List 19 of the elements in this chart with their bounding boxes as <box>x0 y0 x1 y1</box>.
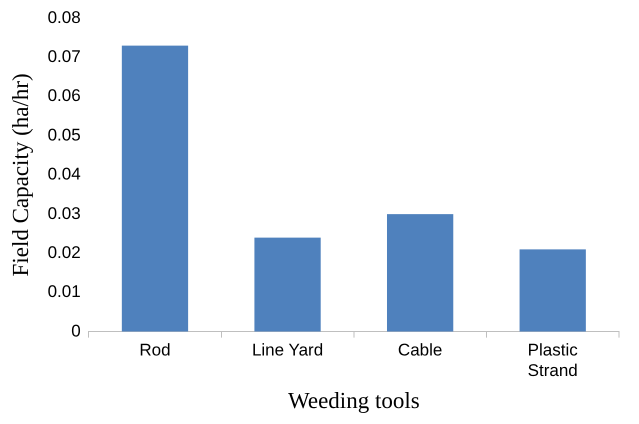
y-tick-label: 0 <box>71 321 81 340</box>
y-tick-label: 0.07 <box>48 47 81 66</box>
bar <box>122 46 188 332</box>
y-axis-title: Field Capacity (ha/hr) <box>8 73 33 276</box>
bar <box>254 238 321 332</box>
x-tick-label: Cable <box>398 340 442 360</box>
y-tick-label: 0.05 <box>48 125 81 144</box>
y-tick-label: 0.02 <box>48 242 81 262</box>
y-tick-label: 0.08 <box>48 8 81 27</box>
x-tick-label: Plastic Strand <box>528 340 578 380</box>
y-tick-label: 0.04 <box>48 164 81 184</box>
bar <box>520 249 586 332</box>
y-tick-label: 0.03 <box>48 204 81 223</box>
x-axis-title: Weeding tools <box>288 388 420 414</box>
x-tick-label: Rod <box>139 340 171 360</box>
x-tick-label: Line Yard <box>252 340 324 360</box>
y-tick-label: 0.06 <box>48 86 81 106</box>
bar <box>386 214 454 332</box>
y-tick-label: 0.01 <box>48 282 81 302</box>
